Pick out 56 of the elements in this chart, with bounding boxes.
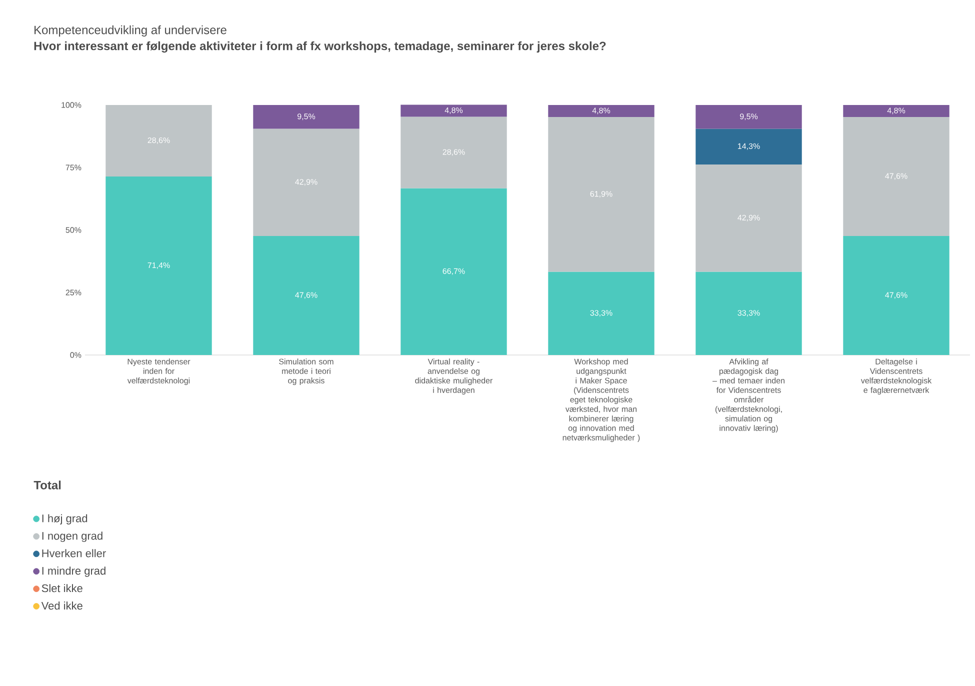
x-tick-label: Virtual reality - anvendelse og didaktiske muligheder i hverdagen: [415, 358, 493, 394]
x-tick-label: Deltagelse i Videnscentrets velfærdsteknologisk e faglærernetværk: [860, 358, 932, 394]
category-label: Workshop med udgangspunkt i Maker Space (Videnscentrets eget teknologiske værksted, hvor man kombinerer læring og innovation med netværksmuligheder ): [562, 358, 640, 442]
legend-label: I høj grad: [42, 514, 88, 524]
bar: [548, 117, 654, 272]
bar: [843, 236, 950, 355]
data-label: 61,9%: [590, 191, 612, 198]
bar: [106, 104, 212, 176]
data-label: 9,5%: [298, 114, 316, 120]
x-tick-label: Nyeste tendenser inden for velfærdsteknologi: [127, 358, 190, 385]
data-label: 33,3%: [590, 310, 612, 317]
bar: [253, 128, 360, 236]
bar: [696, 104, 802, 129]
data-label: 28,6%: [148, 137, 170, 144]
data-label: 47,6%: [885, 173, 908, 180]
chart-title: Kompetenceudvikling af undervisere: [34, 25, 226, 37]
data-label: 42,9%: [738, 214, 760, 222]
bar: [548, 104, 654, 117]
data-label: 28,6%: [442, 149, 465, 156]
data-label: 42,9%: [295, 179, 318, 186]
bar: [106, 176, 212, 355]
y-tick-label: 25%: [66, 290, 82, 296]
y-tick-label: 75%: [66, 164, 82, 170]
data-label: 33,3%: [738, 310, 760, 317]
data-label: 71,4%: [148, 262, 170, 270]
data-label: 4,8%: [592, 108, 610, 114]
bar: [696, 272, 802, 355]
data-label: 47,6%: [295, 292, 318, 299]
bar: [400, 104, 507, 117]
data-label: 47,6%: [885, 292, 908, 299]
y-tick-label: 50%: [66, 227, 82, 233]
y-tick-label: 100%: [62, 102, 82, 108]
data-label: 4,8%: [887, 108, 906, 114]
y-tick-label: 0%: [70, 352, 82, 358]
data-label: 14,3%: [738, 143, 760, 150]
legend-label: Slet ikke: [42, 584, 82, 592]
x-tick-label: Simulation som metode i teori og praksis: [279, 358, 334, 385]
chart-subtitle: Hvor interessant er følgende aktiviteter i form af fx workshops, temadage, seminarer for jeres skole?: [34, 41, 606, 53]
legend-label: Ved ikke: [41, 602, 82, 610]
legend-label: I mindre grad: [42, 566, 106, 577]
legend-title: Total: [34, 480, 61, 490]
data-label: 9,5%: [740, 114, 758, 120]
bar: [400, 188, 507, 355]
bar: [548, 272, 654, 355]
bar: [696, 128, 802, 164]
legend-label: Hverken eller: [42, 549, 106, 558]
bar: [696, 164, 802, 272]
bar: [253, 236, 360, 355]
bar: [843, 104, 950, 117]
bar: [400, 116, 507, 188]
bar: [843, 117, 950, 236]
bar: [253, 104, 360, 129]
x-tick-label: Afvikling af pædagogisk dag – med temaer inden for Videnscentrets områder (velfærdsteknologi, simulation og innovativ læring): [712, 358, 784, 432]
legend-label: I nogen grad: [42, 532, 102, 542]
data-label: 66,7%: [442, 268, 465, 275]
data-label: 4,8%: [444, 107, 463, 114]
